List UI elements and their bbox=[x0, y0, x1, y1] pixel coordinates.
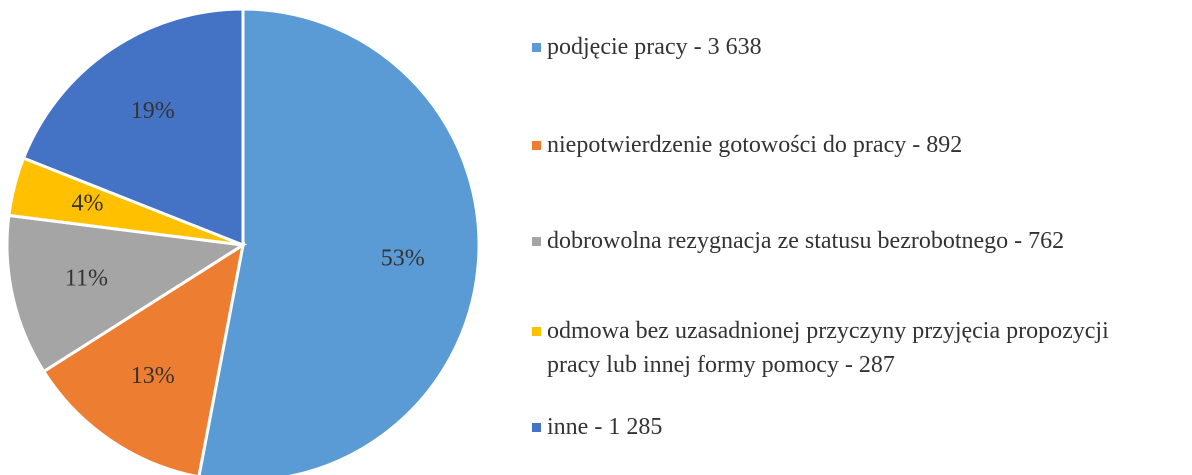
legend-swatch bbox=[532, 423, 541, 432]
legend-swatch bbox=[532, 327, 541, 336]
pie: 53% 13% 11% 4% 19% bbox=[5, 7, 481, 475]
legend-item: niepotwierdzenie gotowości do pracy - 89… bbox=[532, 128, 1132, 162]
legend-label: dobrowolna rezygnacja ze statusu bezrobo… bbox=[547, 228, 1065, 254]
legend-swatch bbox=[532, 141, 541, 150]
pie-slice bbox=[197, 7, 481, 475]
pie-slice bbox=[5, 213, 248, 374]
slice-label: 11% bbox=[65, 266, 108, 292]
legend-item: podjęcie pracy - 3 638 bbox=[532, 30, 1132, 64]
legend-item: inne - 1 285 bbox=[532, 410, 1132, 444]
legend-label: niepotwierdzenie gotowości do pracy - 89… bbox=[547, 132, 963, 158]
legend-swatch bbox=[532, 43, 541, 52]
legend-swatch bbox=[532, 237, 541, 246]
legend-label: odmowa bez uzasadnionej przyczyny przyję… bbox=[547, 318, 1109, 378]
slice-label: 13% bbox=[131, 363, 175, 389]
legend-label: podjęcie pracy - 3 638 bbox=[547, 34, 762, 60]
legend-label: inne - 1 285 bbox=[547, 414, 663, 440]
legend-item: odmowa bez uzasadnionej przyczyny przyję… bbox=[532, 314, 1132, 382]
slice-label: 4% bbox=[72, 191, 104, 217]
slice-label: 53% bbox=[381, 246, 425, 272]
pie-slice bbox=[21, 7, 245, 248]
legend-item: dobrowolna rezygnacja ze statusu bezrobo… bbox=[532, 224, 1132, 258]
pie-slice bbox=[41, 241, 246, 475]
slice-label: 19% bbox=[131, 98, 175, 124]
